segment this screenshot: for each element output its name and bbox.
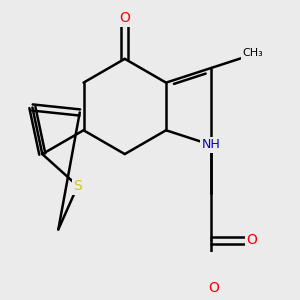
Text: S: S <box>73 179 82 193</box>
Text: CH₃: CH₃ <box>243 48 263 59</box>
Text: O: O <box>209 281 220 295</box>
Text: O: O <box>246 233 257 247</box>
Text: NH: NH <box>202 139 221 152</box>
Text: O: O <box>119 11 130 25</box>
